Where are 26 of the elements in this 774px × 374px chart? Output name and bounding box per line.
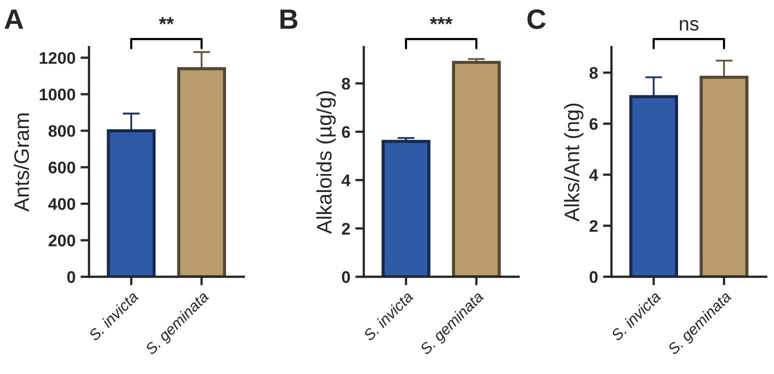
y-tick-label: 6	[590, 118, 598, 130]
y-tick-label: 0	[590, 271, 598, 283]
y-tick-label: 400	[48, 198, 76, 210]
y-axis-title: Alkaloids (µg/g)	[316, 91, 336, 234]
y-tick-label: 200	[48, 234, 76, 246]
y-tick-label: 8	[342, 78, 350, 90]
y-tick-label: 1200	[40, 52, 76, 64]
y-axis-title: Alks/Ant (ng)	[564, 104, 584, 222]
chart-title: C	[527, 9, 546, 30]
y-tick-label: 800	[48, 125, 76, 137]
y-tick-label: 2	[590, 220, 598, 232]
y-tick-label: 2	[342, 222, 350, 234]
y-tick-label: 4	[589, 169, 598, 181]
text: ns	[680, 20, 698, 31]
y-tick-label: 1000	[40, 88, 76, 100]
y-tick-label: 600	[48, 162, 76, 174]
text: **	[158, 17, 174, 24]
y-tick-label: 6	[342, 126, 350, 138]
y-tick-label: 8	[590, 67, 598, 79]
y-tick-label: 4	[342, 174, 350, 186]
y-tick-label: 0	[67, 271, 76, 283]
chart-title: B	[280, 10, 298, 29]
text: ***	[430, 17, 453, 24]
y-axis-title: Ants/Gram	[14, 114, 30, 212]
chart-title: A	[4, 10, 24, 29]
y-tick-label: 0	[342, 271, 350, 283]
